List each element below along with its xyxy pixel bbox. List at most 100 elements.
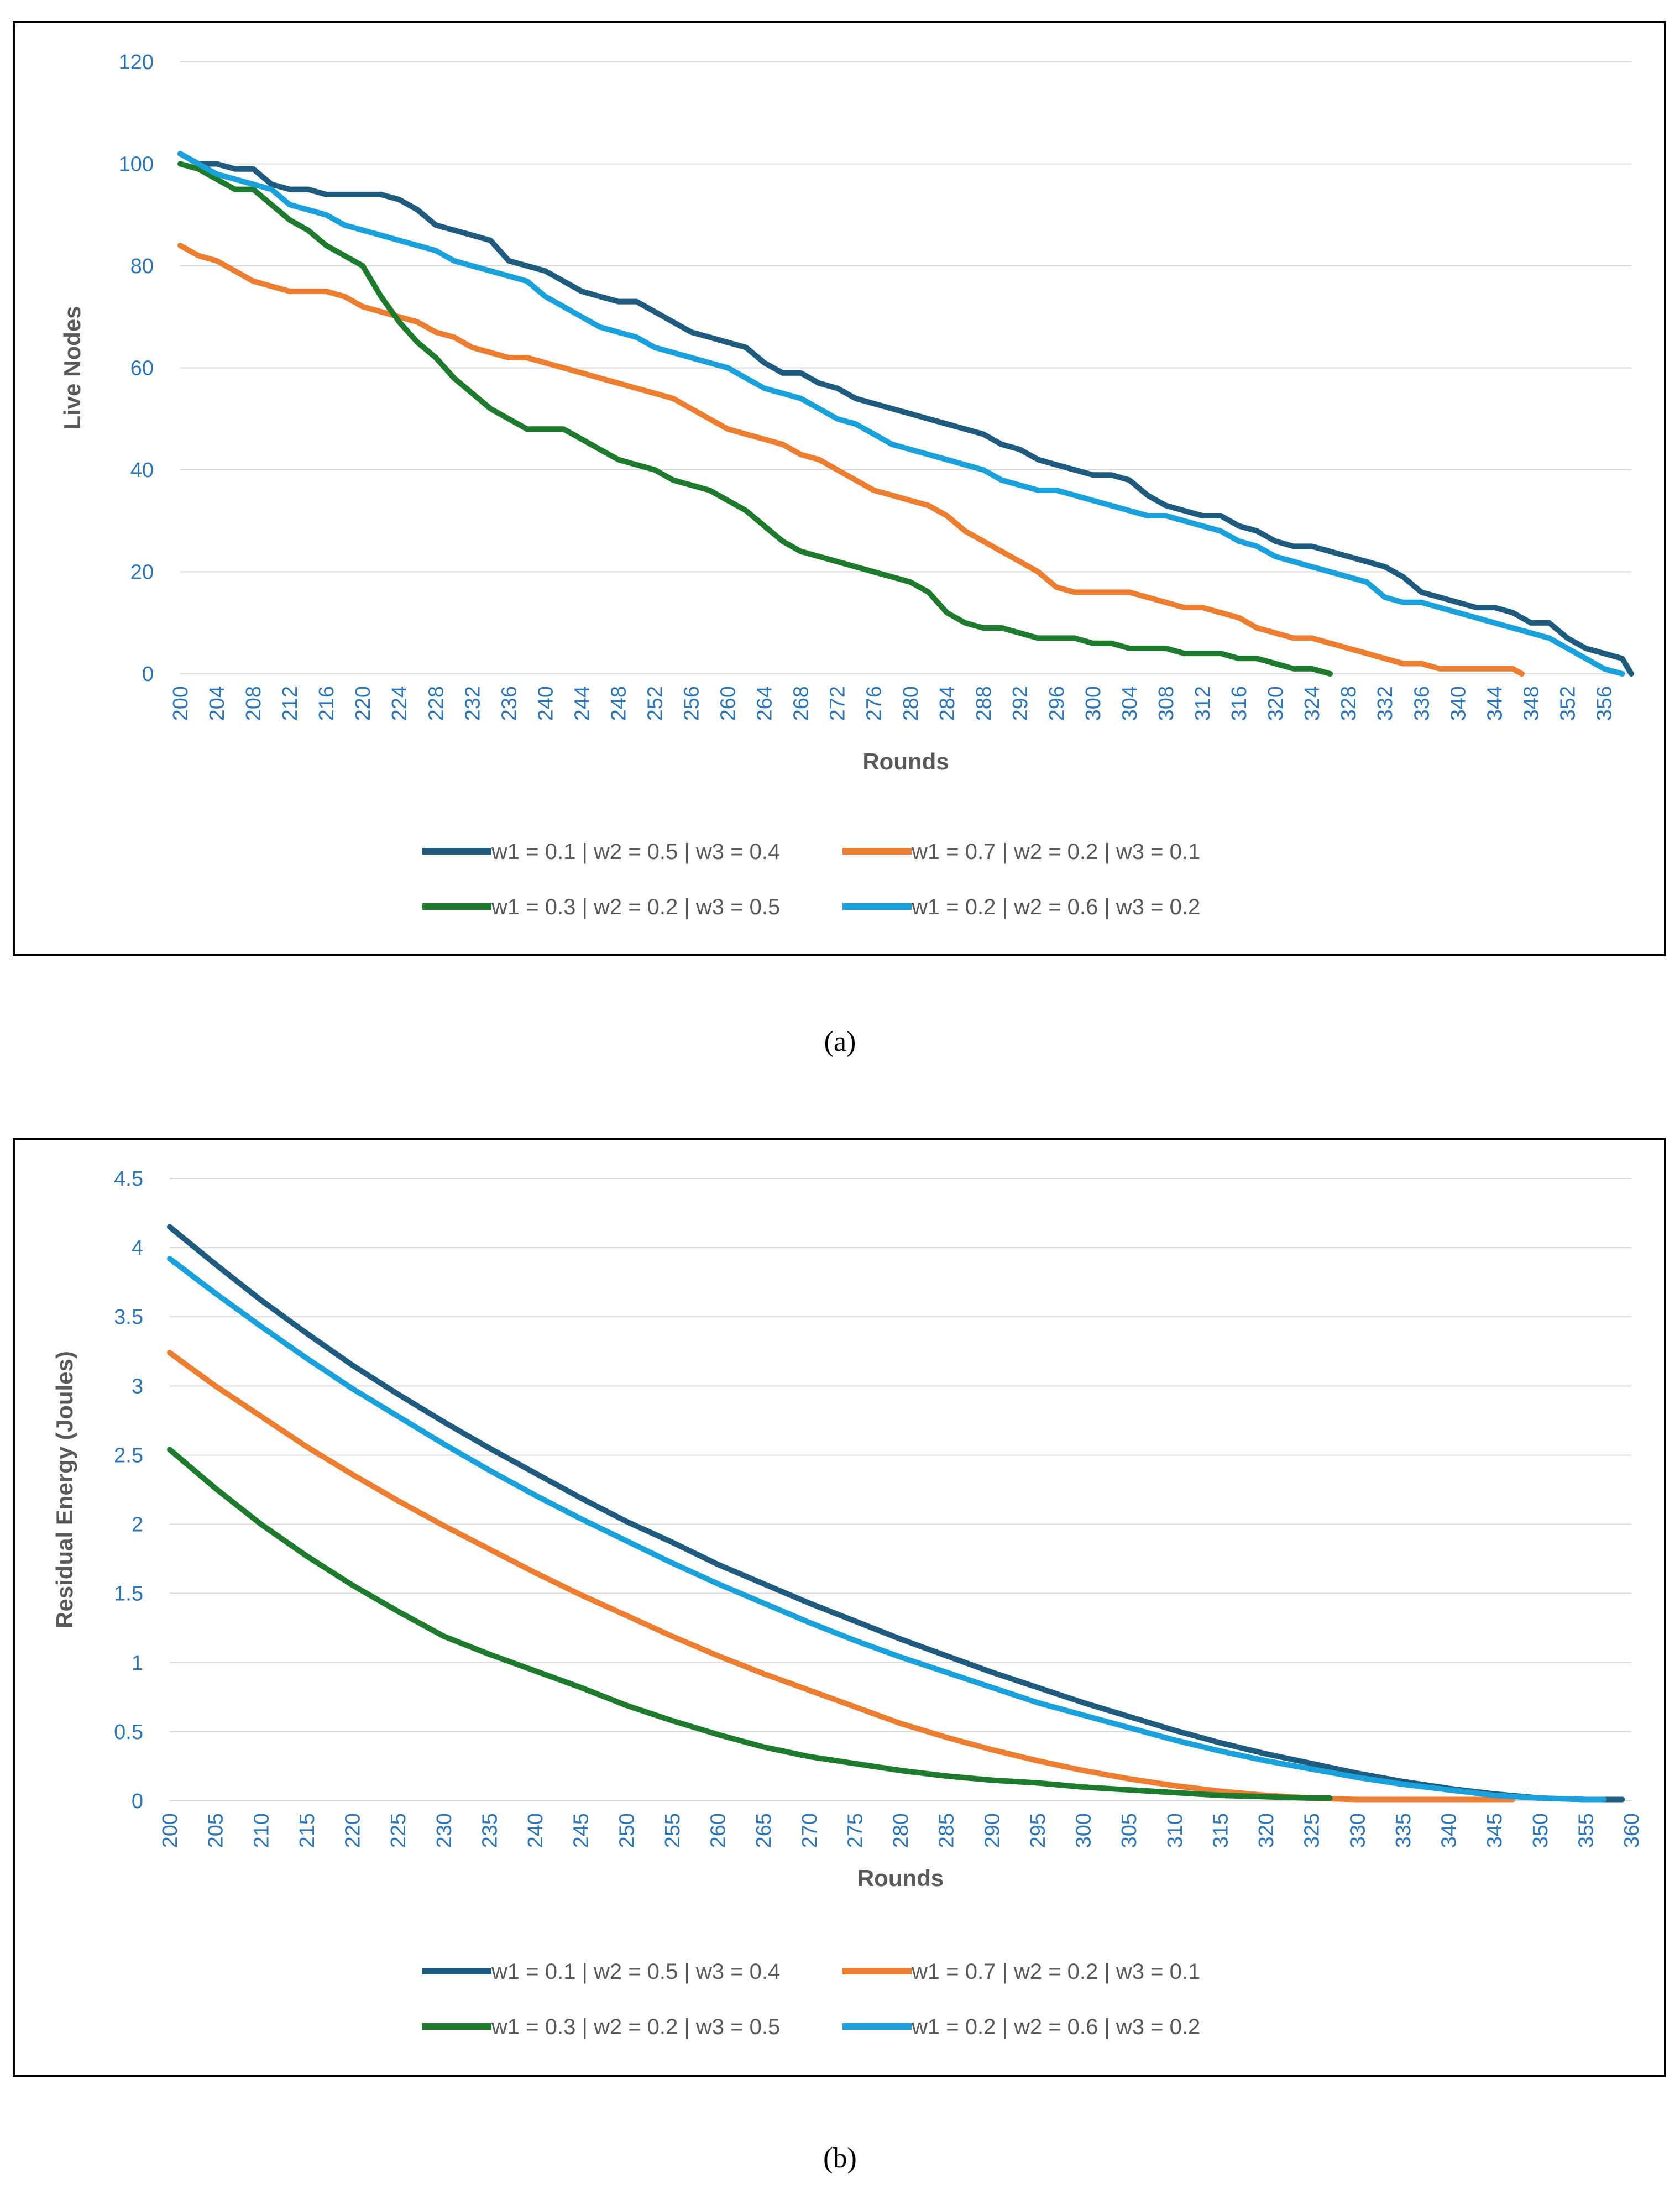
- x-tick-label: 284: [936, 686, 959, 721]
- legend-label: w1 = 0.7 | w2 = 0.2 | w3 = 0.1: [911, 840, 1200, 864]
- legend-label: w1 = 0.1 | w2 = 0.5 | w3 = 0.4: [491, 840, 780, 864]
- x-tick-label: 250: [615, 1813, 638, 1848]
- x-tick-label: 264: [753, 686, 777, 721]
- series-line-4: [177, 151, 1625, 677]
- x-tick-label: 256: [681, 686, 704, 721]
- x-tick-label: 352: [1556, 686, 1579, 721]
- x-tick-label: 270: [798, 1813, 821, 1848]
- x-tick-label: 324: [1301, 686, 1324, 721]
- x-tick-label: 248: [607, 686, 630, 721]
- x-axis-title: Rounds: [857, 1865, 944, 1891]
- y-tick-label: 0.5: [114, 1721, 143, 1744]
- y-tick-label: 2.5: [114, 1444, 143, 1467]
- x-tick-label: 240: [534, 686, 557, 721]
- x-tick-label: 300: [1082, 686, 1105, 721]
- x-tick-label: 288: [972, 686, 996, 721]
- x-tick-label: 204: [206, 686, 229, 721]
- x-tick-label: 255: [661, 1813, 684, 1848]
- x-tick-label: 305: [1118, 1813, 1141, 1848]
- x-tick-label: 328: [1337, 686, 1360, 721]
- legend-label: w1 = 0.3 | w2 = 0.2 | w3 = 0.5: [491, 895, 780, 919]
- x-tick-label: 245: [570, 1813, 593, 1848]
- y-tick-label: 100: [119, 153, 154, 176]
- x-tick-label: 236: [498, 686, 521, 721]
- x-tick-label: 228: [425, 686, 448, 721]
- legend-label: w1 = 0.1 | w2 = 0.5 | w3 = 0.4: [491, 1960, 780, 1984]
- y-tick-label: 120: [119, 51, 154, 74]
- series-line-1: [167, 1224, 1625, 1803]
- x-tick-label: 220: [352, 686, 375, 721]
- x-tick-label: 235: [478, 1813, 501, 1848]
- x-tick-label: 320: [1255, 1813, 1278, 1848]
- x-tick-label: 296: [1045, 686, 1069, 721]
- x-tick-label: 330: [1346, 1813, 1369, 1848]
- series-line-3: [177, 161, 1333, 677]
- x-tick-label: 244: [571, 686, 594, 721]
- y-tick-label: 40: [130, 459, 154, 482]
- x-tick-label: 276: [863, 686, 886, 721]
- x-tick-label: 225: [387, 1813, 410, 1848]
- x-tick-label: 212: [279, 686, 302, 721]
- x-tick-label: 336: [1410, 686, 1433, 721]
- x-tick-label: 216: [315, 686, 338, 721]
- y-tick-label: 1.5: [114, 1583, 143, 1606]
- x-tick-label: 285: [935, 1813, 959, 1848]
- chart-panel-b: 0 0.5 1 1.5 2 2.5 3 3.5 4 4.5 200 205 210 215 220 225 23…: [13, 1138, 1666, 2077]
- x-tick-label: 340: [1438, 1813, 1461, 1848]
- x-tick-label: 200: [159, 1813, 182, 1848]
- x-tick-label: 345: [1483, 1813, 1506, 1848]
- x-tick-label: 208: [242, 686, 265, 721]
- x-tick-label: 275: [844, 1813, 867, 1848]
- x-axis-title: Rounds: [862, 748, 949, 774]
- x-tick-label: 230: [433, 1813, 456, 1848]
- x-tick-label: 215: [296, 1813, 319, 1848]
- x-tick-label: 335: [1392, 1813, 1415, 1848]
- series-line-2: [167, 1350, 1516, 1803]
- legend-label: w1 = 0.2 | w2 = 0.6 | w3 = 0.2: [911, 2015, 1200, 2039]
- x-tick-label: 344: [1483, 686, 1506, 721]
- legend-label: w1 = 0.3 | w2 = 0.2 | w3 = 0.5: [491, 2015, 780, 2039]
- y-tick-label: 4: [132, 1237, 143, 1260]
- x-tick-label: 356: [1593, 686, 1616, 721]
- x-tick-label: 280: [889, 1813, 913, 1848]
- series-line-1: [177, 151, 1634, 677]
- y-tick-label: 3: [132, 1375, 143, 1398]
- y-axis-title: Residual Energy (Joules): [51, 1351, 77, 1628]
- x-tick-label: 308: [1155, 686, 1178, 721]
- x-tick-label: 310: [1164, 1813, 1187, 1848]
- x-tick-label: 210: [250, 1813, 273, 1848]
- caption-a: (a): [824, 1026, 856, 1057]
- y-tick-label: 80: [130, 255, 154, 278]
- x-tick-label: 205: [205, 1813, 228, 1848]
- chart-panel-a: 0 20 40 60 80 100 120 200 204 208 212 216 220 224 228 2…: [13, 21, 1666, 956]
- y-tick-label: 4.5: [114, 1167, 143, 1191]
- x-tick-label: 320: [1264, 686, 1288, 721]
- legend-label: w1 = 0.2 | w2 = 0.6 | w3 = 0.2: [911, 895, 1200, 919]
- x-tick-label: 290: [981, 1813, 1004, 1848]
- x-tick-label: 316: [1228, 686, 1251, 721]
- y-tick-label: 3.5: [114, 1306, 143, 1329]
- x-tick-label: 295: [1027, 1813, 1050, 1848]
- y-tick-label: 2: [132, 1513, 143, 1537]
- y-tick-label: 0: [132, 1790, 143, 1813]
- x-tick-label: 350: [1529, 1813, 1552, 1848]
- x-tick-label: 260: [717, 686, 740, 721]
- x-tick-label: 232: [461, 686, 484, 721]
- x-tick-label: 332: [1374, 686, 1397, 721]
- x-tick-label: 312: [1191, 686, 1215, 721]
- caption-b: (b): [823, 2142, 857, 2174]
- y-tick-label: 20: [130, 561, 154, 584]
- x-tick-label: 340: [1447, 686, 1470, 721]
- live-nodes-chart: 0 20 40 60 80 100 120 200 204 208 212 216 220 224 228 2…: [59, 51, 1634, 919]
- x-tick-label: 272: [826, 686, 850, 721]
- y-axis-title: Live Nodes: [59, 306, 85, 429]
- y-tick-label: 1: [132, 1652, 143, 1675]
- series-line-2: [177, 243, 1525, 677]
- x-tick-label: 325: [1301, 1813, 1324, 1848]
- x-tick-label: 220: [342, 1813, 365, 1848]
- y-tick-label: 60: [130, 357, 154, 380]
- x-tick-label: 240: [524, 1813, 547, 1848]
- x-tick-label: 252: [643, 686, 667, 721]
- x-tick-label: 304: [1118, 686, 1142, 721]
- y-tick-label: 0: [142, 663, 154, 686]
